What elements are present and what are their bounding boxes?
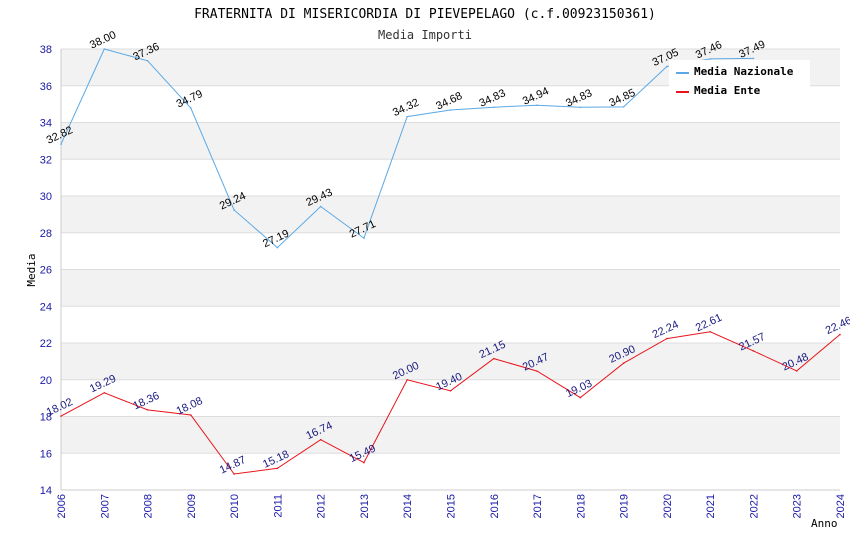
x-tick-label: 2020	[662, 494, 674, 518]
data-point	[752, 350, 755, 352]
data-point	[449, 109, 452, 111]
data-point	[60, 415, 62, 417]
x-ticks: 2006 2007 2008 2009 2010 2011 2012 2013 2014 2015…	[56, 494, 847, 518]
data-point	[795, 370, 798, 372]
data-point	[622, 362, 625, 365]
y-ticks: 14 16 18 20 22 24 26 28 30 32 34 36 38	[40, 44, 52, 497]
x-tick-label: 2024	[835, 494, 847, 518]
x-tick-label: 2010	[229, 494, 241, 518]
background-band	[61, 416, 840, 454]
data-point	[492, 106, 495, 109]
data-point	[276, 246, 279, 249]
data-point	[233, 473, 235, 475]
legend: Media Nazionale Media Ente	[669, 60, 810, 105]
x-tick-label: 2011	[272, 494, 284, 518]
y-tick-label: 32	[40, 154, 52, 166]
x-tick-label: 2019	[619, 494, 631, 518]
y-tick-label: 30	[40, 191, 52, 203]
data-point	[60, 143, 62, 145]
x-tick-label: 2023	[792, 494, 804, 518]
y-tick-label: 14	[40, 485, 52, 497]
data-point	[406, 115, 409, 118]
background-band	[61, 122, 840, 160]
data-point	[146, 59, 149, 62]
data-point	[492, 357, 495, 360]
data-point	[319, 205, 322, 208]
x-tick-label: 2022	[748, 494, 760, 518]
y-axis-label: Media	[25, 253, 38, 286]
y-tick-label: 38	[40, 44, 52, 56]
data-label: 22.46	[824, 315, 850, 338]
x-tick-label: 2014	[402, 494, 414, 518]
data-point	[190, 414, 192, 416]
plot-background-bands	[61, 49, 840, 454]
x-tick-label: 2008	[143, 494, 155, 518]
x-tick-label: 2015	[446, 494, 458, 518]
data-label: 22.24	[651, 319, 681, 342]
data-point	[276, 467, 279, 470]
x-tick-label: 2009	[186, 494, 198, 518]
y-tick-label: 22	[40, 338, 52, 350]
y-tick-label: 36	[40, 81, 52, 93]
x-tick-label: 2021	[705, 494, 717, 518]
series-lines	[60, 48, 841, 475]
data-point	[622, 106, 625, 108]
data-point	[449, 389, 452, 392]
x-tick-label: 2017	[532, 494, 544, 518]
chart-subtitle: Media Importi	[378, 28, 472, 42]
data-point	[709, 58, 711, 60]
y-tick-label: 20	[40, 375, 52, 387]
y-tick-label: 24	[40, 301, 52, 313]
background-band	[61, 343, 840, 380]
y-tick-label: 28	[40, 228, 52, 240]
y-tick-label: 16	[40, 448, 52, 460]
data-point	[363, 461, 365, 464]
background-band	[61, 196, 840, 233]
data-label: 34.32	[391, 97, 421, 120]
data-point	[579, 396, 582, 399]
data-point	[319, 438, 322, 441]
x-tick-label: 2013	[359, 494, 371, 518]
legend-box	[669, 60, 810, 105]
data-point	[233, 209, 235, 211]
data-label: 22.61	[694, 312, 724, 335]
data-label: 38.00	[88, 29, 118, 52]
data-point	[146, 409, 149, 411]
x-tick-label: 2012	[316, 494, 328, 518]
y-tick-label: 26	[40, 265, 52, 277]
chart-title: FRATERNITA DI MISERICORDIA DI PIEVEPELAG…	[194, 7, 656, 22]
background-band	[61, 269, 840, 307]
data-point	[839, 333, 841, 336]
data-label: 34.94	[521, 85, 551, 108]
x-tick-label: 2007	[99, 494, 111, 518]
legend-label-media-ente: Media Ente	[694, 84, 761, 97]
data-label: 34.85	[607, 87, 637, 110]
data-point	[579, 106, 582, 109]
data-point	[666, 337, 668, 340]
y-tick-label: 34	[40, 118, 52, 130]
data-label: 18.02	[45, 396, 75, 419]
x-tick-label: 2006	[56, 494, 68, 518]
data-point	[190, 107, 192, 109]
y-tick-label: 18	[40, 412, 52, 424]
x-axis-label: Anno	[811, 517, 838, 530]
data-point	[536, 104, 538, 107]
data-point	[752, 57, 755, 60]
data-label: 18.08	[175, 395, 205, 418]
data-label: 34.83	[564, 87, 594, 110]
data-point	[536, 370, 538, 372]
data-point	[709, 330, 711, 333]
data-point	[666, 65, 668, 68]
data-point	[363, 237, 365, 239]
x-tick-label: 2016	[489, 494, 501, 518]
data-point	[103, 391, 106, 394]
data-point	[103, 48, 106, 50]
x-tick-label: 2018	[575, 494, 587, 518]
legend-label-media-nazionale: Media Nazionale	[694, 65, 794, 78]
data-point	[406, 378, 409, 381]
